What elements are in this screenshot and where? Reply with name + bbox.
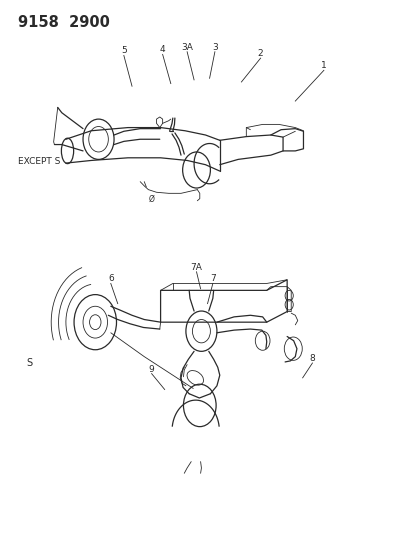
Text: 3: 3 <box>212 43 218 52</box>
Text: 9: 9 <box>149 365 155 374</box>
Text: 1: 1 <box>321 61 327 70</box>
Text: 8: 8 <box>309 354 315 363</box>
Text: 7A: 7A <box>191 263 203 272</box>
Text: Ø: Ø <box>149 195 155 204</box>
Text: 5: 5 <box>121 46 127 55</box>
Text: 7: 7 <box>210 274 216 284</box>
Text: 4: 4 <box>160 45 166 54</box>
Text: S: S <box>26 358 32 368</box>
Text: 2: 2 <box>258 49 263 58</box>
Text: 6: 6 <box>108 274 114 284</box>
Text: 3A: 3A <box>181 43 193 52</box>
Text: 9158  2900: 9158 2900 <box>18 14 110 30</box>
Text: EXCEPT S: EXCEPT S <box>18 157 60 166</box>
